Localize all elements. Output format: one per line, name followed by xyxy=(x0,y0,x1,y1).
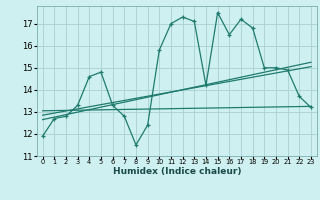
X-axis label: Humidex (Indice chaleur): Humidex (Indice chaleur) xyxy=(113,167,241,176)
